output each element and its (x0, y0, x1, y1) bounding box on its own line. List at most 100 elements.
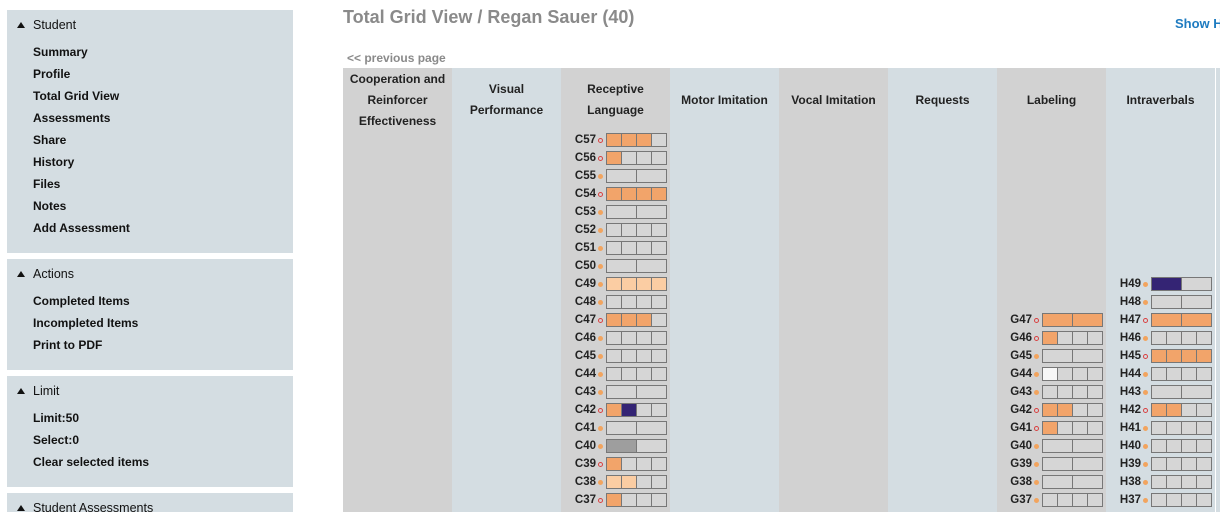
score-cell[interactable] (1152, 296, 1182, 308)
score-cell[interactable] (1088, 494, 1102, 506)
student-assessments-panel-header[interactable]: Student Assessments (17, 501, 153, 512)
score-cell[interactable] (607, 224, 622, 236)
score-cell[interactable] (637, 224, 652, 236)
grid-item-row[interactable]: H45 (1106, 347, 1212, 365)
score-cell[interactable] (607, 350, 622, 362)
score-cell[interactable] (1073, 422, 1088, 434)
score-cell[interactable] (1152, 386, 1182, 398)
grid-item-row[interactable]: C54 (561, 185, 667, 203)
score-cell[interactable] (1197, 476, 1211, 488)
grid-item-row[interactable]: C38 (561, 473, 667, 491)
grid-item-row[interactable]: H42 (1106, 401, 1212, 419)
score-cell[interactable] (1197, 458, 1211, 470)
sidebar-item-history[interactable]: History (33, 155, 75, 169)
score-cell[interactable] (1073, 440, 1102, 452)
score-cell[interactable] (652, 152, 666, 164)
grid-item-row[interactable]: C44 (561, 365, 667, 383)
score-cell[interactable] (1043, 404, 1058, 416)
grid-item-row[interactable]: H47 (1106, 311, 1212, 329)
score-cell[interactable] (1182, 314, 1211, 326)
score-cell[interactable] (1152, 368, 1167, 380)
grid-item-row[interactable]: H39 (1106, 455, 1212, 473)
score-cell[interactable] (1088, 386, 1102, 398)
score-cell[interactable] (652, 242, 666, 254)
score-bar[interactable] (606, 367, 667, 381)
score-cell[interactable] (622, 350, 637, 362)
score-bar[interactable] (1151, 457, 1212, 471)
grid-item-row[interactable]: C41 (561, 419, 667, 437)
score-cell[interactable] (1043, 368, 1058, 380)
score-cell[interactable] (637, 350, 652, 362)
score-cell[interactable] (652, 404, 666, 416)
score-cell[interactable] (1152, 278, 1182, 290)
score-cell[interactable] (622, 152, 637, 164)
grid-item-row[interactable]: C46 (561, 329, 667, 347)
score-cell[interactable] (1058, 422, 1073, 434)
score-cell[interactable] (607, 332, 622, 344)
score-cell[interactable] (1182, 386, 1211, 398)
score-cell[interactable] (637, 152, 652, 164)
grid-item-row[interactable]: H48 (1106, 293, 1212, 311)
score-cell[interactable] (607, 314, 622, 326)
score-cell[interactable] (1197, 494, 1211, 506)
score-bar[interactable] (1042, 367, 1103, 381)
score-cell[interactable] (1043, 314, 1073, 326)
score-cell[interactable] (1073, 332, 1088, 344)
score-cell[interactable] (1073, 404, 1088, 416)
score-bar[interactable] (1042, 331, 1103, 345)
score-cell[interactable] (652, 224, 666, 236)
grid-item-row[interactable]: C40 (561, 437, 667, 455)
grid-item-row[interactable]: H49 (1106, 275, 1212, 293)
score-cell[interactable] (652, 494, 666, 506)
score-cell[interactable] (607, 152, 622, 164)
score-cell[interactable] (1182, 332, 1197, 344)
grid-item-row[interactable]: G43 (997, 383, 1103, 401)
score-cell[interactable] (622, 278, 637, 290)
score-cell[interactable] (637, 188, 652, 200)
score-cell[interactable] (607, 422, 637, 434)
score-cell[interactable] (637, 314, 652, 326)
score-cell[interactable] (652, 368, 666, 380)
score-cell[interactable] (637, 422, 666, 434)
score-bar[interactable] (606, 151, 667, 165)
grid-item-row[interactable]: C43 (561, 383, 667, 401)
score-cell[interactable] (622, 476, 637, 488)
grid-item-row[interactable]: H38 (1106, 473, 1212, 491)
score-bar[interactable] (606, 349, 667, 363)
score-cell[interactable] (607, 368, 622, 380)
sidebar-item-add-assessment[interactable]: Add Assessment (33, 221, 130, 235)
score-cell[interactable] (652, 476, 666, 488)
grid-item-row[interactable]: C56 (561, 149, 667, 167)
score-bar[interactable] (1042, 421, 1103, 435)
score-cell[interactable] (622, 134, 637, 146)
score-cell[interactable] (1073, 368, 1088, 380)
grid-item-row[interactable]: G41 (997, 419, 1103, 437)
score-cell[interactable] (1182, 350, 1197, 362)
score-cell[interactable] (1043, 476, 1073, 488)
score-cell[interactable] (637, 494, 652, 506)
score-cell[interactable] (1043, 386, 1058, 398)
score-cell[interactable] (1043, 332, 1058, 344)
score-cell[interactable] (637, 296, 652, 308)
score-cell[interactable] (622, 494, 637, 506)
score-cell[interactable] (607, 170, 637, 182)
score-cell[interactable] (1073, 350, 1102, 362)
score-cell[interactable] (1058, 368, 1073, 380)
scrollbar[interactable] (1216, 68, 1220, 512)
score-cell[interactable] (1167, 350, 1182, 362)
score-bar[interactable] (1042, 493, 1103, 507)
score-cell[interactable] (622, 332, 637, 344)
score-bar[interactable] (606, 475, 667, 489)
score-cell[interactable] (1167, 476, 1182, 488)
score-cell[interactable] (607, 386, 637, 398)
sidebar-item-summary[interactable]: Summary (33, 45, 88, 59)
score-cell[interactable] (1073, 314, 1102, 326)
grid-item-row[interactable]: G39 (997, 455, 1103, 473)
sidebar-item-share[interactable]: Share (33, 133, 67, 147)
grid-item-row[interactable]: C48 (561, 293, 667, 311)
score-cell[interactable] (1058, 386, 1073, 398)
limit-panel-header[interactable]: Limit (17, 384, 59, 398)
score-cell[interactable] (607, 134, 622, 146)
score-cell[interactable] (622, 296, 637, 308)
score-bar[interactable] (1151, 475, 1212, 489)
